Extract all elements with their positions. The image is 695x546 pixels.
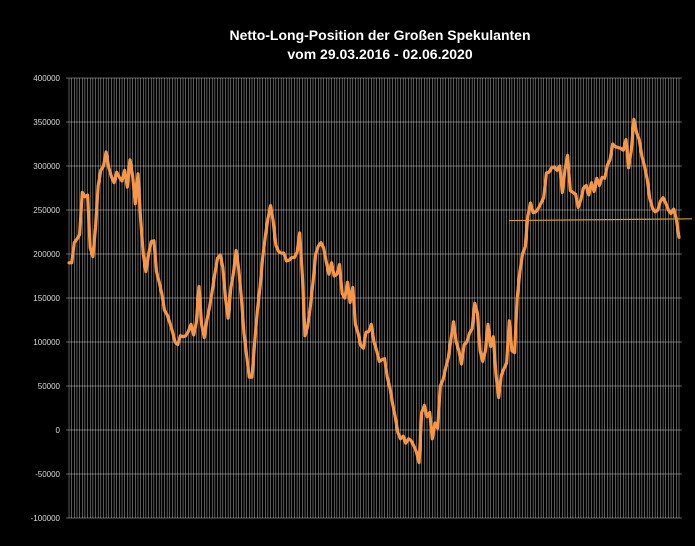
grid [66,77,682,519]
chart-subtitle: vom 29.03.2016 - 02.06.2020 [287,46,472,62]
y-tick-label: 100000 [33,338,60,347]
y-tick-label: -50000 [35,470,60,479]
y-tick-label: 350000 [33,118,60,127]
series [67,117,681,465]
y-tick-label: 300000 [33,162,60,171]
trendline-line [509,218,693,222]
chart-title: Netto-Long-Position der Großen Spekulant… [230,27,531,43]
y-tick-label: 200000 [33,250,60,259]
y-tick-label: 250000 [33,206,60,215]
y-tick-label: -100000 [31,514,61,523]
y-tick-label: 50000 [38,382,61,391]
y-tick-label: 150000 [33,294,60,303]
series-line [67,117,681,465]
y-axis: 400000 350000 300000 250000 200000 150000 1000… [31,74,61,523]
trendline [509,218,693,222]
y-tick-label: 0 [56,426,61,435]
y-tick-label: 400000 [33,74,60,83]
